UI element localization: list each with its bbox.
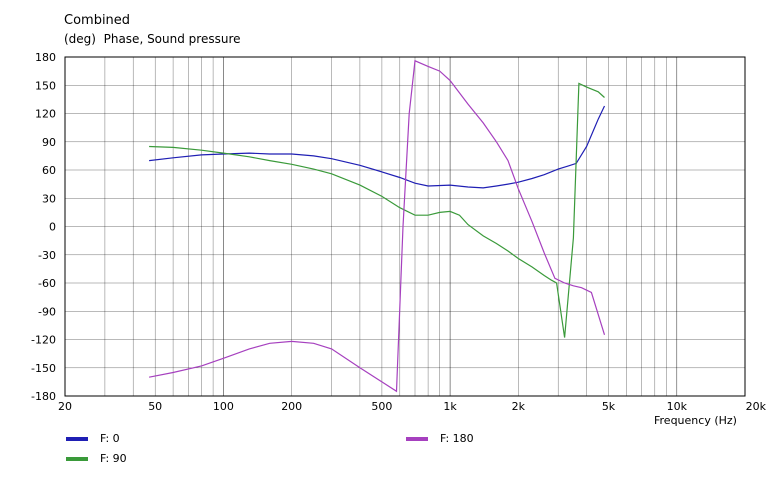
y-tick-label: -30 — [38, 249, 56, 262]
x-tick-label: 1k — [443, 400, 457, 413]
x-tick-label: 50 — [148, 400, 162, 413]
legend-label: F: 0 — [100, 432, 120, 445]
y-tick-label: 30 — [42, 192, 56, 205]
series-line — [148, 59, 606, 393]
y-tick-labels: 180 150 120 90 60 30 0 -30 -60 -90 -120 -150 -180 — [31, 51, 56, 403]
series-line — [149, 105, 606, 189]
x-tick-label: 20 — [58, 400, 72, 413]
y-tick-label: 180 — [35, 51, 56, 64]
x-tick-label: 500 — [371, 400, 392, 413]
x-tick-label: 20k — [746, 400, 767, 413]
legend-item: F: 180 — [406, 432, 474, 445]
x-tick-label: 200 — [281, 400, 302, 413]
y-tick-label: 0 — [49, 221, 56, 234]
y-tick-label: 150 — [35, 79, 56, 92]
x-tick-label: 10k — [667, 400, 688, 413]
grid — [64, 56, 746, 397]
legend-swatch — [66, 456, 88, 461]
y-tick-label: -120 — [31, 334, 56, 347]
legend-label: F: 180 — [440, 432, 474, 445]
plot-frame — [64, 56, 746, 397]
x-tick-label: 100 — [213, 400, 234, 413]
legend-swatch — [66, 436, 88, 441]
chart-subtitle: (deg) Phase, Sound pressure — [64, 32, 241, 46]
y-tick-label: -90 — [38, 305, 56, 318]
y-tick-label: 90 — [42, 136, 56, 149]
x-tick-label: 5k — [602, 400, 616, 413]
x-tick-label: 2k — [512, 400, 526, 413]
legend-item: F: 90 — [66, 452, 127, 465]
x-axis-label: Frequency (Hz) — [654, 414, 737, 427]
x-tick-labels: 20 50 100 200 500 1k 2k 5k 10k 20k — [58, 400, 767, 413]
legend-item: F: 0 — [66, 432, 120, 445]
legend-label: F: 90 — [100, 452, 127, 465]
y-tick-label: -60 — [38, 277, 56, 290]
chart-title: Combined — [64, 13, 131, 28]
y-tick-label: 60 — [42, 164, 56, 177]
y-tick-label: 120 — [35, 108, 56, 121]
y-tick-label: -150 — [31, 362, 56, 375]
y-tick-label: -180 — [31, 390, 56, 403]
series-line — [149, 82, 605, 338]
legend-swatch — [406, 436, 428, 441]
series-lines — [148, 59, 606, 393]
